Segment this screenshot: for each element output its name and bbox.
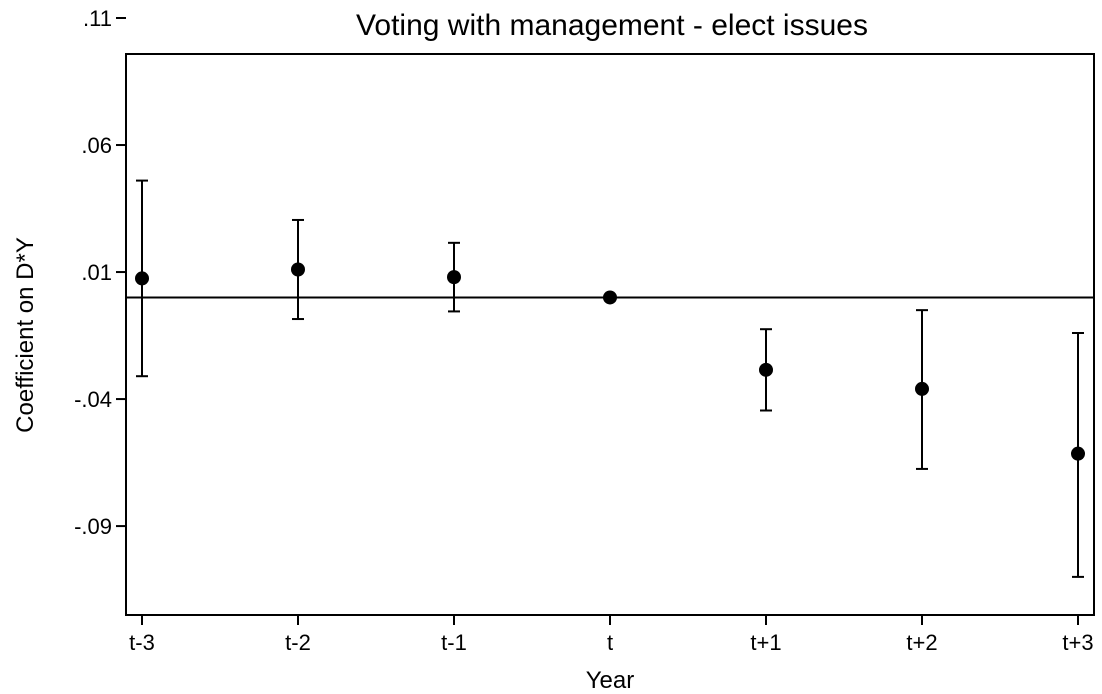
y-axis-label: Coefficient on D*Y bbox=[12, 237, 39, 433]
plot-frame bbox=[125, 53, 1095, 616]
point-estimate bbox=[447, 270, 461, 285]
x-axis: t-3 t-2 t-1 t t+1 t+2 t+3 bbox=[129, 615, 1094, 655]
chart-title: Voting with management - elect issues bbox=[356, 9, 868, 42]
point-estimate bbox=[603, 290, 617, 305]
point-estimate bbox=[1071, 446, 1085, 461]
x-tick-label: t-1 bbox=[441, 630, 467, 655]
x-tick-label: t-2 bbox=[285, 630, 311, 655]
y-tick-label: -.04 bbox=[74, 387, 112, 412]
point-estimate bbox=[291, 262, 305, 277]
y-tick-label: .11 bbox=[83, 6, 112, 31]
y-tick-label: .06 bbox=[81, 133, 112, 158]
y-tick-label: -.09 bbox=[74, 514, 112, 539]
x-tick-label: t bbox=[607, 630, 613, 655]
point-estimate bbox=[135, 271, 149, 286]
y-axis: .11 .06 .01 -.04 -.09 bbox=[74, 6, 126, 539]
point-estimate bbox=[915, 381, 929, 396]
x-tick-label: t+2 bbox=[906, 630, 937, 655]
x-tick-label: t-3 bbox=[129, 630, 155, 655]
x-tick-label: t+1 bbox=[750, 630, 781, 655]
data-marks bbox=[135, 179, 1085, 578]
y-tick-label: .01 bbox=[81, 260, 112, 285]
x-axis-label: Year bbox=[586, 667, 635, 694]
point-estimate bbox=[759, 362, 773, 377]
x-tick-label: t+3 bbox=[1062, 630, 1093, 655]
